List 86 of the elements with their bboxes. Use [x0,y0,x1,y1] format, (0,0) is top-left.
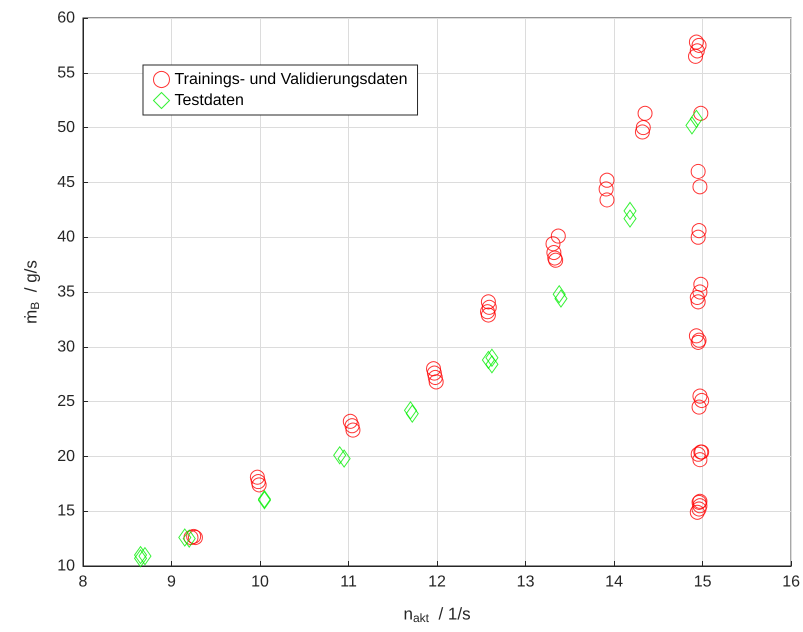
point [690,504,705,520]
point [426,366,442,381]
point [692,38,707,53]
point [406,404,419,423]
point [482,350,495,369]
point [428,370,443,385]
point [404,401,417,420]
y-tick-label: 10 [57,558,76,574]
point [690,43,705,58]
point [692,452,708,468]
point [692,502,707,517]
point [685,116,698,134]
y-tick-label: 50 [57,119,76,136]
point [638,106,653,121]
point [634,124,650,140]
point [692,498,708,514]
point [546,245,562,260]
point [693,276,708,292]
point [178,528,192,547]
point [342,414,358,429]
point [598,181,614,196]
x-tick-label: 14 [605,574,624,590]
point [600,172,614,188]
y-tick-label: 30 [57,338,76,356]
point [182,530,196,548]
y-tick-label: 20 [57,448,76,465]
x-tick-label: 11 [340,574,357,590]
y-tick-label: 25 [57,393,76,410]
point [138,547,152,566]
point [688,48,704,64]
point [694,393,710,408]
point [690,230,706,245]
legend-label: Testdaten [174,92,244,109]
point [688,34,704,50]
point [344,418,360,434]
y-tick-label: 15 [57,502,76,520]
x-tick-label: 10 [251,574,270,590]
point [482,300,497,315]
y-tick-label: 35 [57,284,76,300]
x-tick-label: 13 [516,574,535,590]
point [692,284,708,300]
x-tick-label: 8 [78,574,88,590]
point [692,223,707,238]
point [692,388,708,404]
point [480,304,496,320]
point [480,294,496,310]
point [345,422,360,438]
x-tick-label: 15 [694,574,712,590]
point [624,202,637,220]
point [692,179,708,194]
point [690,294,706,310]
point [690,110,703,128]
point [690,290,705,305]
point [636,120,651,136]
point [134,546,148,564]
x-tick-label: 16 [782,574,800,590]
legend-label: Trainings- und Validierungsdaten [174,71,408,88]
y-axis-title: ṁB / g/s [22,260,42,324]
point [428,374,444,390]
point [546,236,560,252]
point [600,192,614,208]
point [693,106,708,121]
y-tick-label: 40 [57,228,76,246]
point [485,348,498,367]
point [480,308,496,323]
y-tick-label: 55 [57,64,76,82]
point [485,355,498,374]
point [338,450,351,468]
point [333,446,346,464]
point [552,285,566,304]
point [184,530,198,545]
point [250,474,266,490]
point [134,549,148,568]
point [624,210,637,228]
point [690,164,706,179]
point [688,328,704,344]
y-tick-label: 45 [57,174,76,191]
point [550,228,566,244]
point [426,361,442,376]
x-tick-label: 9 [167,574,176,590]
point [692,400,707,415]
x-tick-label: 12 [428,574,446,590]
point [554,290,568,308]
point [250,470,265,485]
y-tick-label: 60 [57,10,76,26]
point [252,477,267,492]
